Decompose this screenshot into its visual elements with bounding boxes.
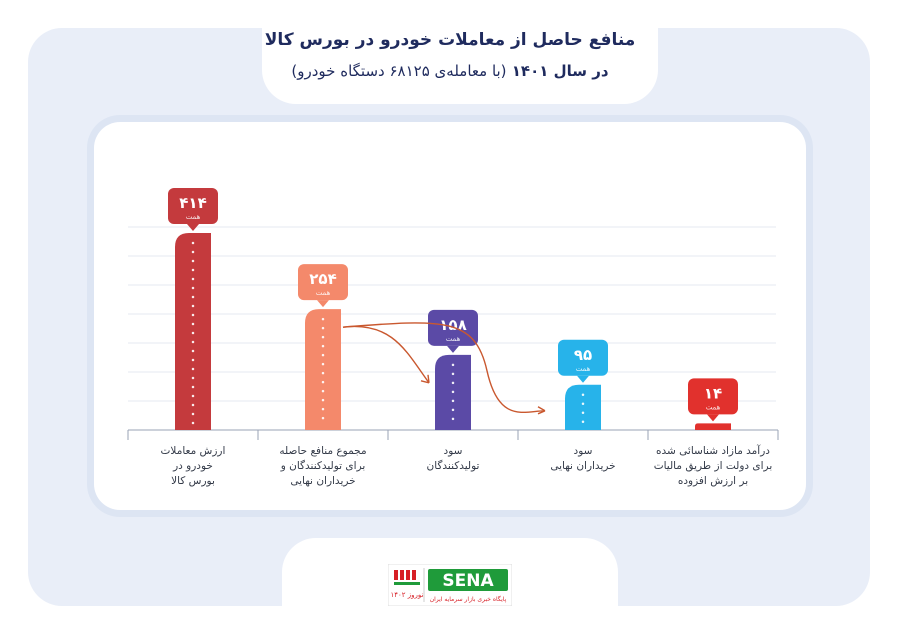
value-unit: همت [316, 289, 331, 297]
value-label-box [688, 378, 738, 415]
category-label: خریداران نهایی [290, 475, 355, 487]
logo-stripe [394, 570, 398, 580]
logo-caption: پایگاه خبری بازار سرمایه ایران [430, 595, 507, 603]
chart-title: منافع حاصل از معاملات خودرو در بورس کالا [264, 30, 636, 50]
value-label-pointer [577, 375, 589, 383]
category-labels: ارزش معاملات خودرو در بورس کالا مجموع منافع… [161, 444, 773, 487]
logo-stripe [400, 570, 404, 580]
value-label-box [558, 339, 608, 376]
category-label: خودرو در [172, 460, 213, 472]
category-label: سود [444, 445, 463, 457]
value-unit: همت [706, 403, 721, 411]
subtitle-detail: (با معامله‌ی ۶۸۱۲۵ دستگاه خودرو) [291, 62, 507, 80]
bar [305, 309, 341, 430]
value-label: ۹۵ [574, 346, 592, 364]
value-label: ۴۱۴ [179, 194, 206, 212]
arrowhead [537, 406, 546, 415]
value-label-pointer [707, 414, 719, 422]
bar [175, 233, 211, 430]
category-label: برای دولت از طریق مالیات [654, 460, 773, 472]
category-label: تولیدکنندگان [427, 459, 480, 472]
value-unit: همت [576, 365, 591, 373]
category-label: بر ارزش افزوده [678, 475, 748, 487]
logo-stripe [394, 582, 420, 585]
sena-logo-graphic: نوروز ۱۴۰۲ SENA پایگاه خبری بازار سرمایه… [387, 563, 513, 607]
category-label: درآمد مازاد شناسائی شده [656, 444, 770, 457]
category-label: بورس کالا [171, 475, 215, 487]
value-label-pointer [317, 300, 329, 308]
chart-subtitle: در سال ۱۴۰۱ (با معامله‌ی ۶۸۱۲۵ دستگاه خو… [200, 62, 700, 80]
category-label: ارزش معاملات [161, 445, 226, 457]
value-label-box [298, 264, 348, 301]
category-label: خریداران نهایی [550, 460, 615, 472]
value-unit: همت [446, 335, 461, 343]
title-notch [262, 22, 658, 104]
bar [695, 423, 731, 430]
logo-side-text: نوروز ۱۴۰۲ [391, 591, 424, 599]
chart-card: ۴۱۴ همت ۲۵۴ همت ۱۵۸ همت ۹۵ همت ۱۴ همت ارزش معاملا… [94, 122, 806, 510]
logo-stripe [412, 570, 416, 580]
value-label-pointer [187, 224, 199, 231]
sena-logo: نوروز ۱۴۰۲ SENA پایگاه خبری بازار سرمایه… [387, 563, 513, 607]
value-label-box [168, 188, 218, 224]
category-label: مجموع منافع حاصله [279, 445, 366, 457]
bar [565, 384, 601, 430]
category-label: برای تولیدکنندگان و [280, 459, 366, 472]
flow-arrow-to-buyers [342, 322, 546, 414]
subtitle-year: در سال ۱۴۰۱ [511, 62, 609, 80]
value-label-pointer [447, 345, 459, 353]
value-unit: همت [186, 213, 201, 221]
category-label: سود [574, 445, 593, 457]
flow-arrow-to-producers [342, 325, 430, 384]
logo-brand-box [428, 569, 508, 591]
value-label: ۲۵۴ [309, 270, 336, 288]
value-label: ۱۴ [704, 384, 722, 402]
logo-stripe [406, 570, 410, 580]
logo-brand-text: SENA [442, 571, 494, 591]
arrowhead [420, 374, 430, 384]
flow-arrows [342, 322, 546, 415]
